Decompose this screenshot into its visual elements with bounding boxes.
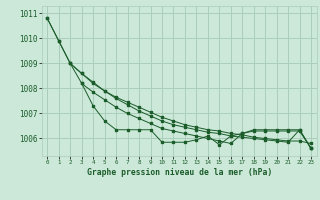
X-axis label: Graphe pression niveau de la mer (hPa): Graphe pression niveau de la mer (hPa) xyxy=(87,168,272,177)
